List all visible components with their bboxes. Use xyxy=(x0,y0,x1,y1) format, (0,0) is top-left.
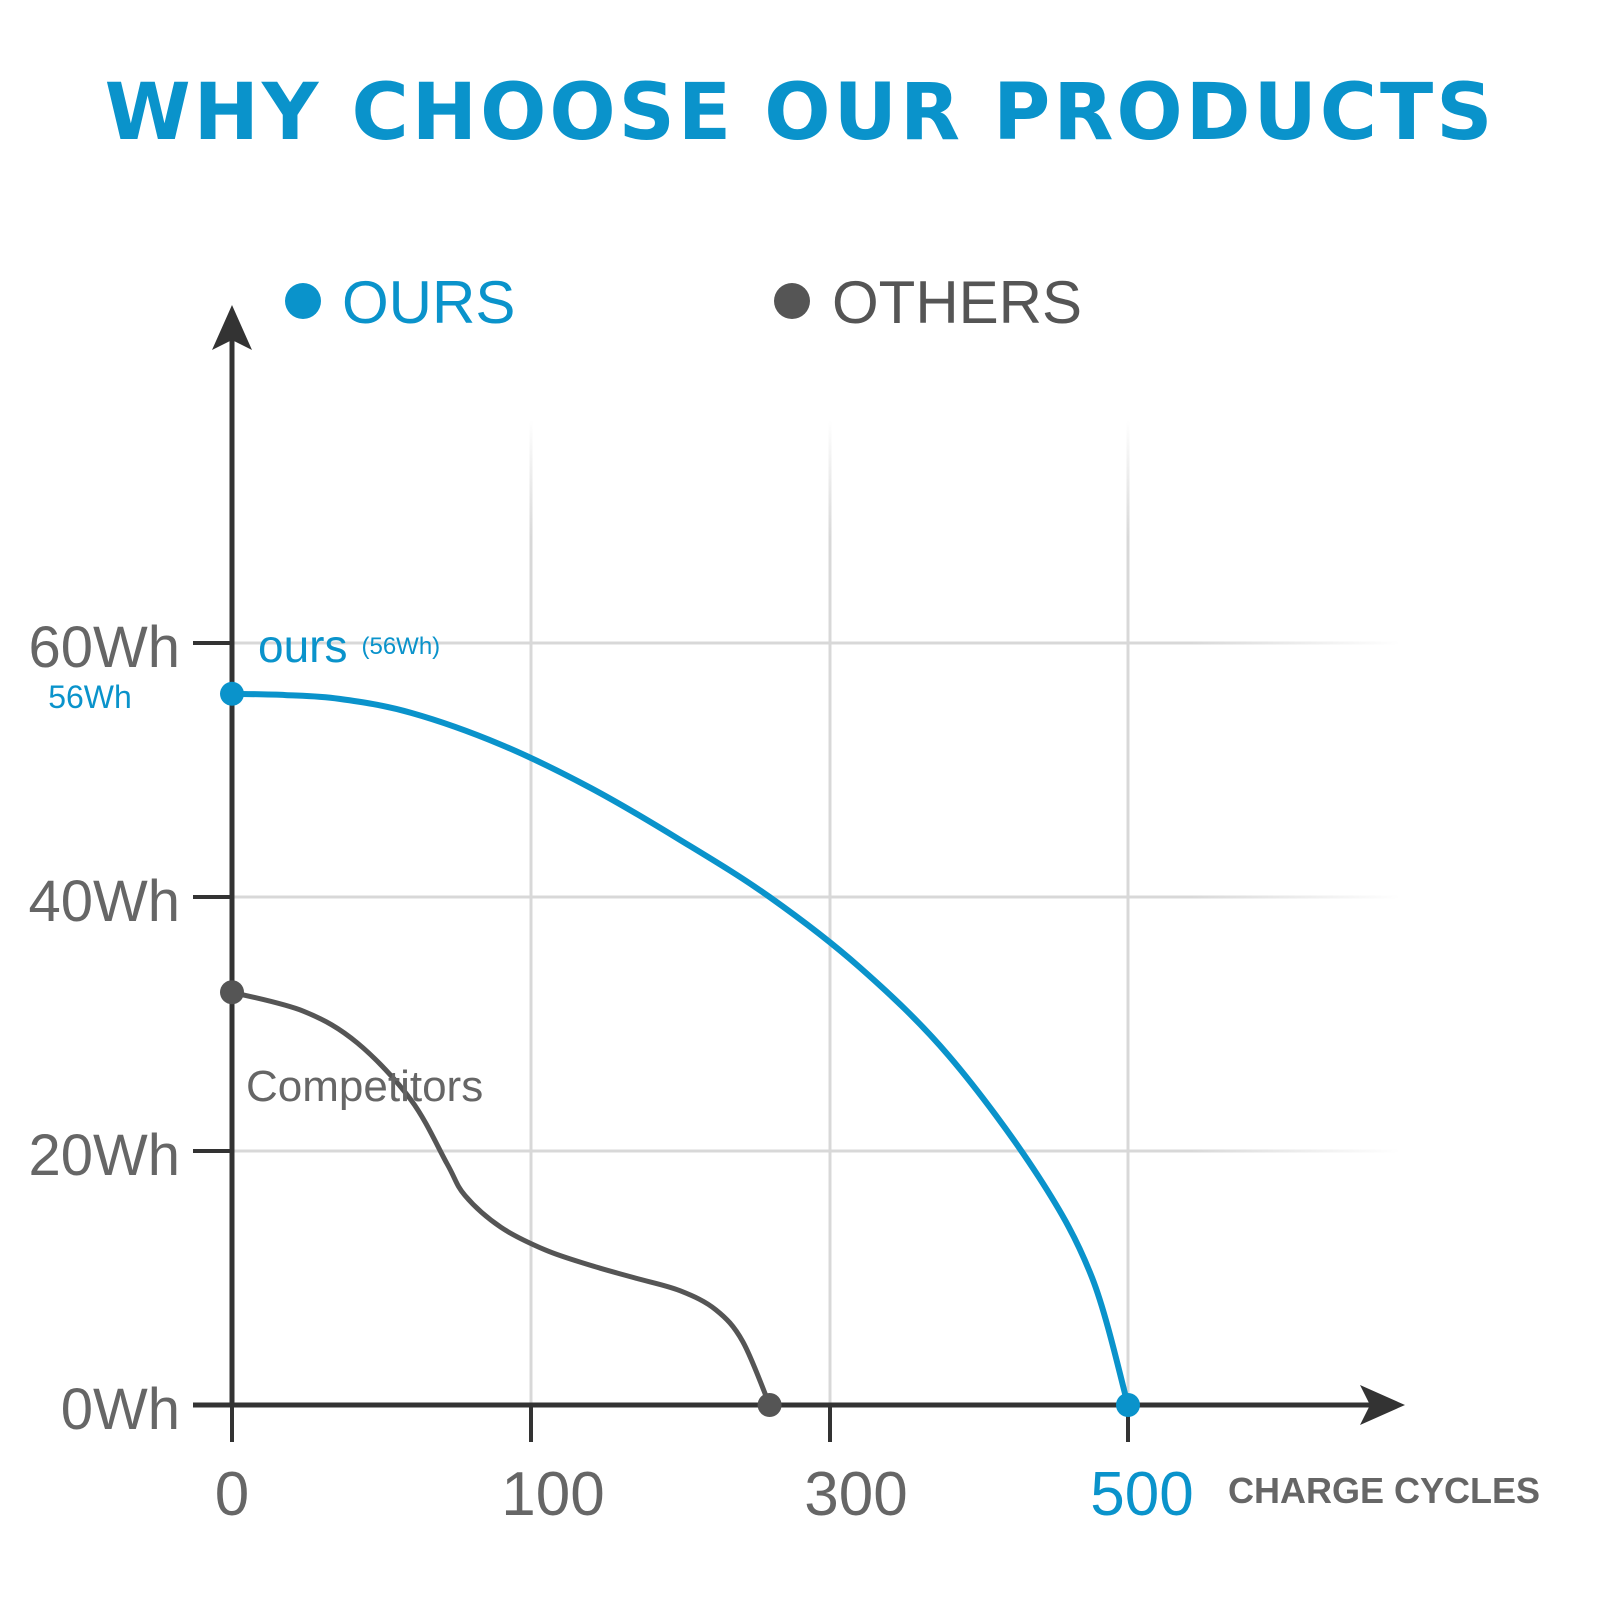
y-axis-arrow xyxy=(212,305,252,350)
x-gridline xyxy=(828,420,832,1405)
y-tick-label: 20Wh xyxy=(28,1123,180,1188)
legend: OURS OTHERS xyxy=(285,269,1082,336)
axes xyxy=(193,305,1405,1442)
ours-annotation-text: ours xyxy=(258,620,347,672)
legend-label-ours: OURS xyxy=(342,269,515,336)
y-gridline xyxy=(232,641,1400,645)
ours-series-line xyxy=(229,690,1131,1408)
x-tick-label: 500 xyxy=(1090,1460,1193,1529)
chart-title: WHY CHOOSE OUR PRODUCTS xyxy=(104,68,1496,158)
series xyxy=(220,681,1140,1417)
x-gridline xyxy=(1126,420,1130,1405)
legend-marker-others xyxy=(774,283,810,319)
x-axis-arrow xyxy=(1360,1385,1405,1425)
x-gridline xyxy=(529,420,533,1405)
y-tick-label: 40Wh xyxy=(28,869,180,934)
ours-start-point xyxy=(220,681,244,706)
others-start-point xyxy=(220,980,244,1005)
ours-end-point xyxy=(1116,1393,1140,1417)
y-tick-label: 60Wh xyxy=(28,615,180,680)
others-series-line xyxy=(229,989,773,1408)
legend-label-others: OTHERS xyxy=(832,269,1082,336)
x-tick-label: 300 xyxy=(804,1460,907,1529)
ours-annotation-sub: (56Wh) xyxy=(361,633,440,660)
legend-marker-ours xyxy=(285,283,321,319)
x-axis-title: CHARGE CYCLES xyxy=(1228,1470,1540,1511)
others-annotation: Competitors xyxy=(246,1062,483,1111)
labels: 0Wh 20Wh 40Wh 60Wh 0 100 300 500 CHARGE CYCLES 56… xyxy=(28,615,1540,1529)
x-tick-label: 100 xyxy=(501,1460,604,1529)
ours-annotation: ours (56Wh) xyxy=(258,620,440,672)
others-end-point xyxy=(757,1393,782,1417)
ours-start-label: 56Wh xyxy=(48,679,132,715)
y-gridline xyxy=(232,895,1400,899)
y-gridline xyxy=(232,1149,1400,1153)
x-tick-label: 0 xyxy=(215,1460,249,1529)
y-tick-label: 0Wh xyxy=(61,1377,180,1442)
grid xyxy=(232,420,1400,1405)
